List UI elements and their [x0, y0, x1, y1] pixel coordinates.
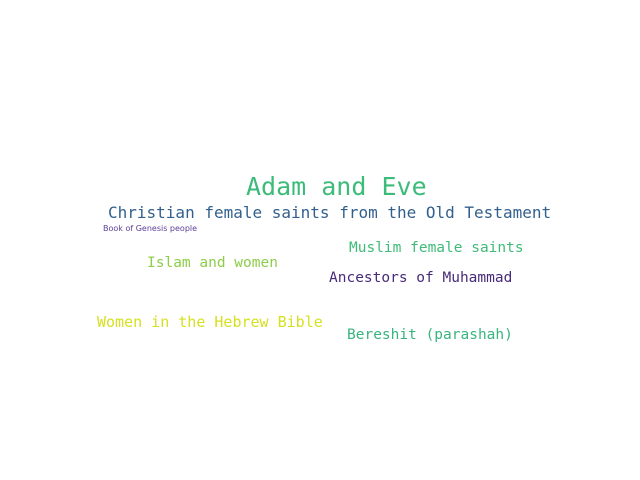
- word-women-in-the-hebrew-bible: Women in the Hebrew Bible: [97, 313, 323, 331]
- word-bereshit-parashah: Bereshit (parashah): [347, 327, 513, 343]
- word-ancestors-of-muhammad: Ancestors of Muhammad: [329, 270, 513, 286]
- word-christian-female-saints: Christian female saints from the Old Tes…: [108, 203, 552, 222]
- word-adam-and-eve: Adam and Eve: [246, 172, 427, 201]
- word-islam-and-women: Islam and women: [147, 255, 278, 271]
- word-muslim-female-saints: Muslim female saints: [349, 240, 524, 256]
- word-book-of-genesis-people: Book of Genesis people: [103, 224, 198, 233]
